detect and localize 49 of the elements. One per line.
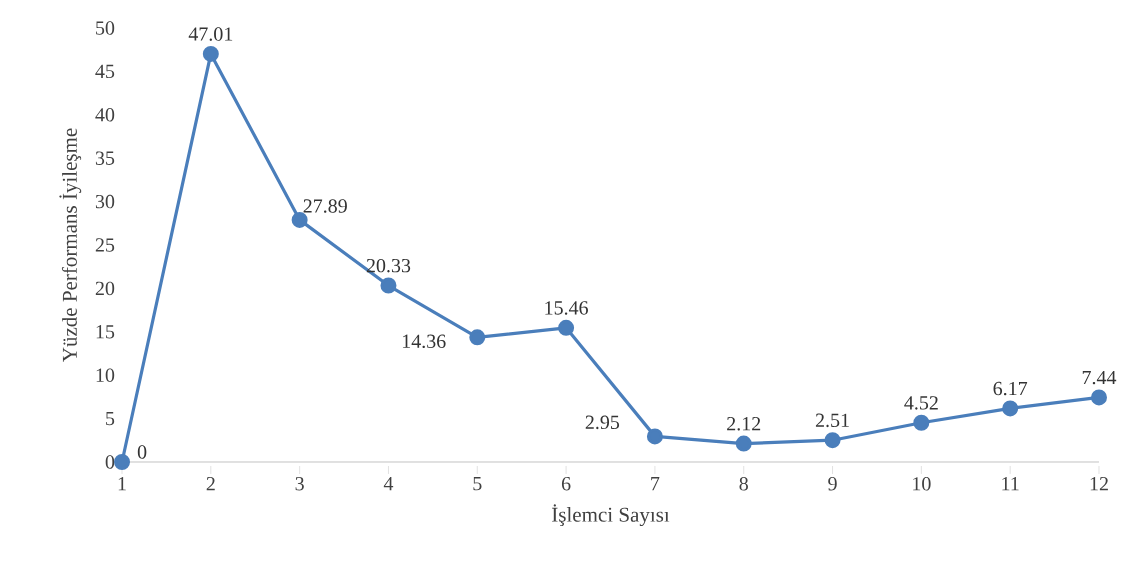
point bbox=[291, 211, 308, 228]
point bbox=[469, 329, 486, 346]
y-tick-label: 15 bbox=[96, 325, 115, 339]
data-label: 47.01 bbox=[188, 27, 233, 41]
point bbox=[380, 277, 397, 294]
point bbox=[558, 319, 575, 336]
x-tick-label: 12 bbox=[1090, 477, 1108, 491]
point bbox=[202, 45, 219, 62]
data-label: 2.95 bbox=[585, 415, 620, 430]
point bbox=[824, 432, 841, 449]
x-tick-label: 9 bbox=[828, 477, 837, 491]
y-tick-label: 35 bbox=[95, 151, 115, 165]
x-tick-label: 10 bbox=[913, 477, 931, 491]
y-tick-label: 50 bbox=[96, 21, 115, 35]
y-tick-label: 0 bbox=[105, 455, 115, 469]
data-label: 0 bbox=[137, 445, 147, 459]
x-tick-label: 7 bbox=[651, 477, 660, 491]
data-label: 2.12 bbox=[727, 417, 761, 431]
y-axis-title: Yüzde Performans İyileşme bbox=[59, 128, 82, 362]
data-label: 2.51 bbox=[815, 413, 849, 428]
x-axis-title: İşlemci Sayısı bbox=[552, 504, 670, 527]
x-tick-label: 4 bbox=[383, 477, 394, 491]
x-tick-label: 8 bbox=[739, 477, 748, 491]
data-label: 4.52 bbox=[904, 396, 938, 410]
y-tick-label: 40 bbox=[95, 108, 115, 122]
y-tick-label: 25 bbox=[95, 238, 115, 252]
data-label: 14.36 bbox=[402, 334, 446, 349]
y-tick-label: 30 bbox=[95, 194, 115, 209]
point bbox=[114, 453, 131, 470]
data-label: 6.17 bbox=[993, 381, 1028, 396]
data-label: 7.44 bbox=[1082, 370, 1117, 385]
data-label: 20.33 bbox=[366, 258, 411, 273]
y-tick-label: 20 bbox=[95, 281, 115, 296]
point bbox=[1091, 389, 1107, 406]
x-tick-label: 5 bbox=[473, 477, 482, 491]
data-label: 27.89 bbox=[303, 199, 347, 213]
x-tick-label: 11 bbox=[1002, 477, 1019, 491]
point bbox=[646, 428, 663, 445]
point bbox=[735, 435, 752, 452]
x-tick-label: 3 bbox=[295, 477, 304, 491]
y-tick-label: 10 bbox=[96, 368, 115, 382]
x-tick-label: 1 bbox=[118, 477, 126, 491]
x-tick-label: 2 bbox=[206, 477, 215, 491]
y-tick-label: 5 bbox=[106, 411, 115, 426]
x-tick-label: 6 bbox=[561, 477, 571, 491]
point bbox=[913, 414, 930, 431]
y-tick-label: 45 bbox=[95, 64, 115, 79]
data-label: 15.46 bbox=[545, 301, 588, 315]
point bbox=[1002, 400, 1019, 417]
